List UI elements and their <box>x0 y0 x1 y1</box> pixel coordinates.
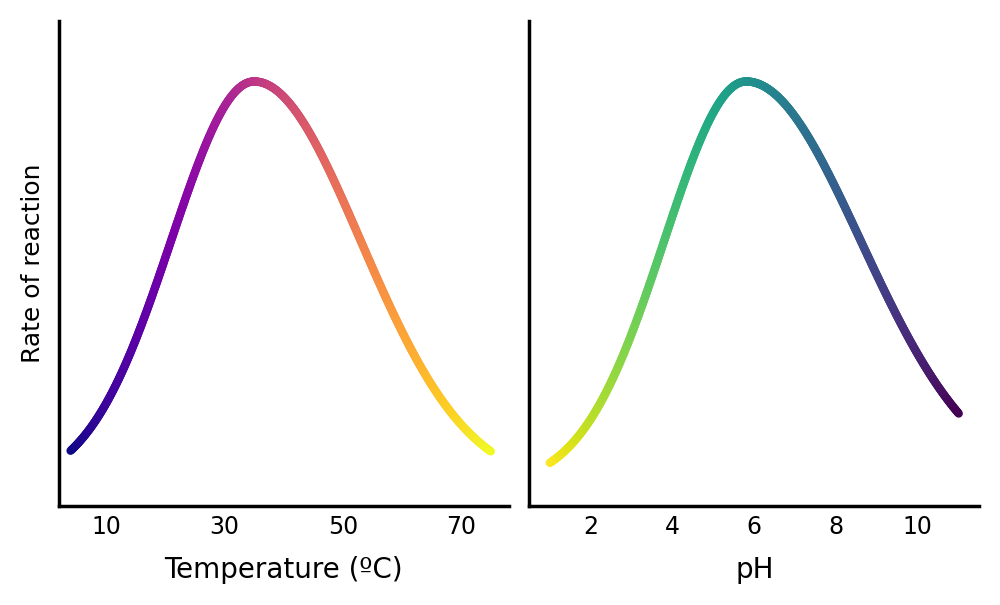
X-axis label: pH: pH <box>735 556 774 584</box>
X-axis label: Temperature (ºC): Temperature (ºC) <box>164 556 403 584</box>
Y-axis label: Rate of reaction: Rate of reaction <box>21 163 45 363</box>
